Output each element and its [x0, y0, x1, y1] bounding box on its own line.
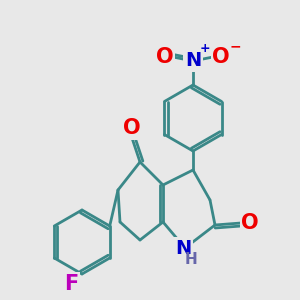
- Text: −: −: [230, 39, 242, 53]
- Text: F: F: [64, 274, 78, 294]
- Text: H: H: [184, 251, 197, 266]
- Text: N: N: [185, 52, 201, 70]
- Text: O: O: [212, 47, 230, 67]
- Text: O: O: [241, 213, 259, 233]
- Text: O: O: [156, 47, 174, 67]
- Text: O: O: [123, 118, 141, 138]
- Text: +: +: [200, 42, 211, 55]
- Text: N: N: [175, 238, 191, 257]
